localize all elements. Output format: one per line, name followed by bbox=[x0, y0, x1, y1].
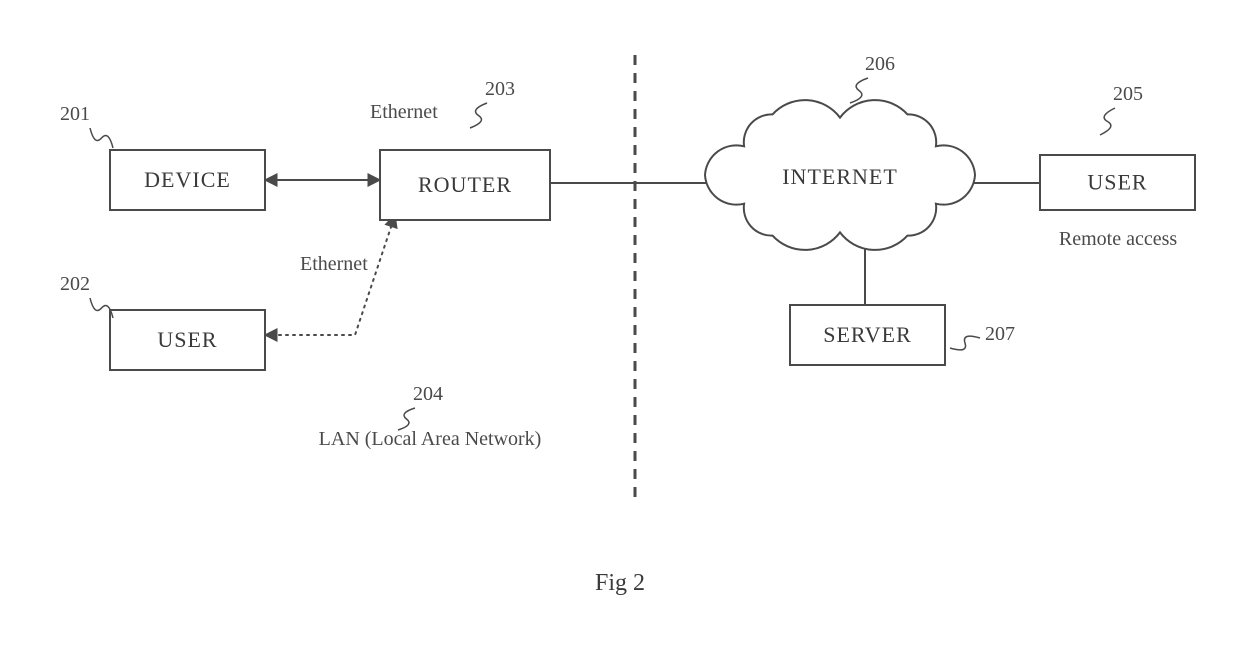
leader-squiggle bbox=[850, 78, 868, 103]
node-device-label: DEVICE bbox=[144, 167, 231, 192]
node-user_l-ref: 202 bbox=[60, 273, 90, 295]
node-user_l-label: USER bbox=[157, 327, 217, 352]
cloud-internet-ref: 206 bbox=[865, 53, 895, 75]
edge-user-router-label: Ethernet bbox=[300, 253, 368, 275]
node-server-ref: 207 bbox=[985, 323, 1015, 345]
leader-squiggle bbox=[1100, 108, 1115, 135]
node-device-ref: 201 bbox=[60, 103, 90, 125]
node-user_r-label: USER bbox=[1087, 170, 1147, 195]
figure-caption: Fig 2 bbox=[595, 570, 645, 596]
leader-squiggle bbox=[470, 103, 487, 128]
network-diagram: Ethernet DEVICE 201 USER 202 ROUTER 203 Etherne… bbox=[0, 0, 1240, 655]
node-router-ref: 203 bbox=[485, 78, 515, 100]
node-router-ethernet-label: Ethernet bbox=[370, 101, 438, 123]
leader-squiggle bbox=[950, 336, 980, 350]
leader-squiggle bbox=[398, 408, 415, 430]
node-user_r-sublabel: Remote access bbox=[1059, 228, 1177, 250]
lan-ref: 204 bbox=[413, 383, 443, 405]
leader-squiggle bbox=[90, 128, 113, 148]
node-user_r-ref: 205 bbox=[1113, 83, 1143, 105]
cloud-internet-label: INTERNET bbox=[782, 164, 898, 189]
node-router-label: ROUTER bbox=[418, 172, 512, 197]
edge-user-router bbox=[265, 215, 395, 335]
lan-label: LAN (Local Area Network) bbox=[319, 428, 542, 450]
node-server-label: SERVER bbox=[823, 322, 912, 347]
